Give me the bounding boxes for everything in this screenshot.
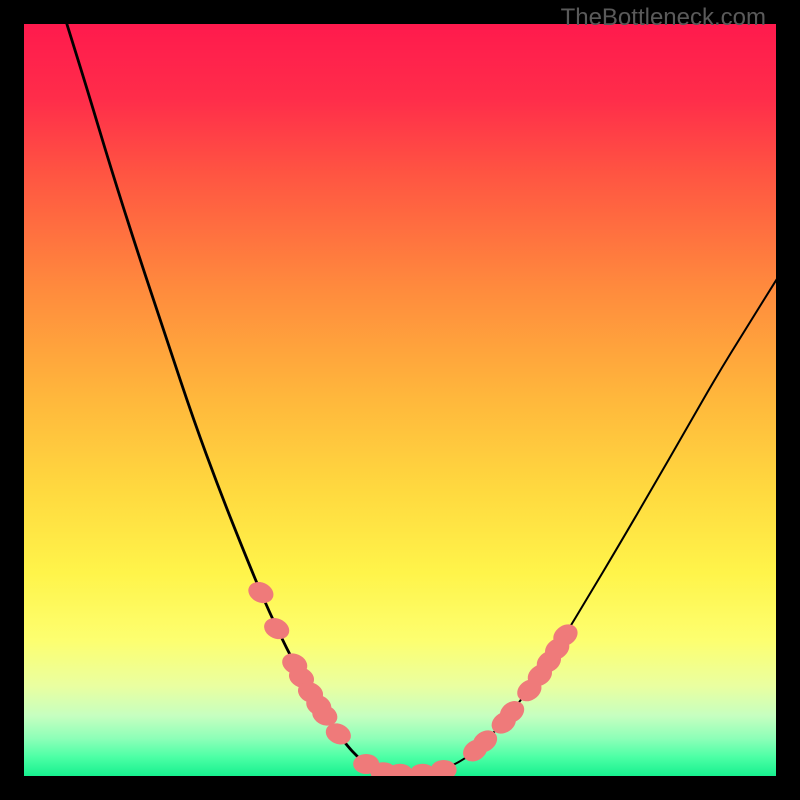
dot-group-right: [459, 620, 582, 766]
chart-frame: TheBottleneck.com: [0, 0, 800, 800]
right-curve: [425, 268, 776, 773]
dot-group-left: [245, 578, 354, 748]
left-curve: [67, 24, 399, 774]
data-point: [431, 760, 457, 776]
data-point: [245, 578, 277, 607]
chart-svg: [24, 24, 776, 776]
data-point: [261, 614, 293, 643]
dot-group-bottom: [353, 754, 456, 776]
plot-area: [24, 24, 776, 776]
